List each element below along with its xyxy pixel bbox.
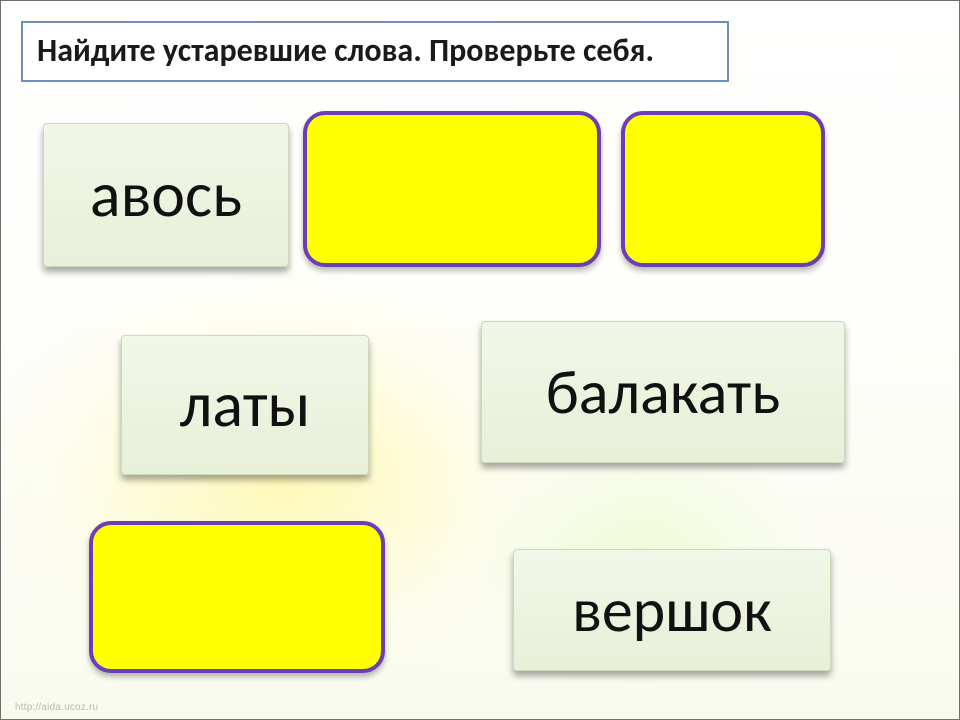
word-card-avos[interactable]: авось <box>43 123 289 267</box>
watermark: http://aida.ucoz.ru <box>15 702 98 713</box>
word-label: авось <box>90 163 242 227</box>
slide: Найдите устаревшие слова. Проверьте себя… <box>0 0 960 720</box>
answer-card-1[interactable] <box>303 111 601 267</box>
word-label: вершок <box>572 579 772 641</box>
word-card-laty[interactable]: латы <box>121 335 369 475</box>
word-label: балакать <box>546 361 781 423</box>
title-text: Найдите устаревшие слова. Проверьте себя… <box>37 31 654 70</box>
word-card-vershok[interactable]: вершок <box>513 549 831 671</box>
word-label: латы <box>180 373 311 437</box>
title-box: Найдите устаревшие слова. Проверьте себя… <box>21 21 729 82</box>
answer-card-2[interactable] <box>621 111 825 267</box>
word-card-balakat[interactable]: балакать <box>481 321 845 463</box>
answer-card-3[interactable] <box>89 521 385 673</box>
